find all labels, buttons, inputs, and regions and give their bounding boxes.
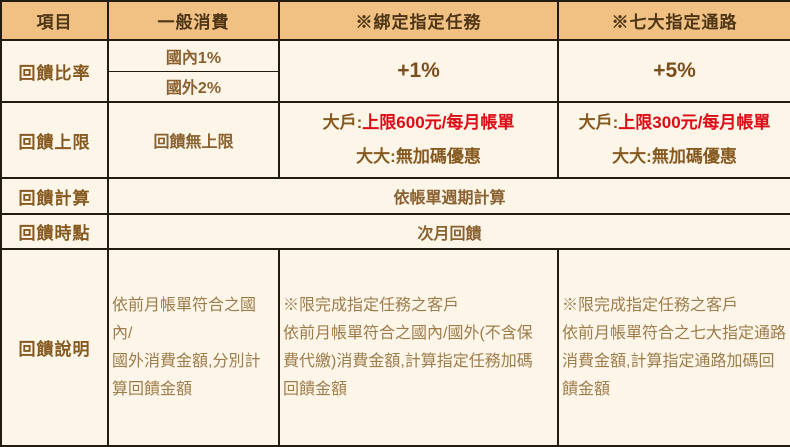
timing-row-label: 回饋時點 bbox=[0, 213, 109, 250]
timing-value-cell: 次月回饋 bbox=[107, 213, 790, 250]
cap-task-line2: 大大:無加碼優惠 bbox=[356, 147, 481, 166]
cap-task-cell: 大戶:上限600元/每月帳單 大大:無加碼優惠 bbox=[278, 101, 559, 179]
rate-row-bottom: 國外2% bbox=[1, 70, 790, 103]
calculation-value-cell: 依帳單週期計算 bbox=[107, 177, 790, 215]
header-designated-channels: ※七大指定通路 bbox=[557, 0, 790, 41]
rate-task-bonus-cell: +1% bbox=[278, 39, 559, 103]
rate-row-label: 回饋比率 bbox=[0, 39, 109, 103]
calculation-row-label: 回饋計算 bbox=[0, 177, 109, 215]
header-item: 項目 bbox=[0, 0, 109, 41]
cap-row: 回饋上限 回饋無上限 大戶:上限600元/每月帳單 大大:無加碼優惠 大戶:上限… bbox=[0, 101, 790, 179]
rate-channel-bonus-cell: +5% bbox=[557, 39, 790, 103]
cap-channel-line1: 大戶:上限300元/每月帳單 bbox=[560, 106, 789, 140]
timing-row: 回饋時點 次月回饋 bbox=[0, 213, 790, 250]
description-row: 回饋說明 依前月帳單符合之國內/ 國外消費金額,分別計 算回饋金額 ※限完成指定… bbox=[0, 248, 790, 447]
rate-domestic-cell: 國內1% bbox=[107, 39, 280, 72]
rate-foreign-cell: 國外2% bbox=[107, 70, 280, 103]
cap-channel-line1-prefix: 大戶: bbox=[578, 113, 619, 132]
cap-channel-line2: 大大:無加碼優惠 bbox=[612, 147, 737, 166]
cap-channel-line1-value: 上限300元/每月帳單 bbox=[618, 113, 771, 132]
cap-channel-cell: 大戶:上限300元/每月帳單 大大:無加碼優惠 bbox=[557, 101, 790, 179]
cap-row-label: 回饋上限 bbox=[0, 101, 109, 179]
cap-task-line1-prefix: 大戶: bbox=[322, 113, 363, 132]
cap-task-line1-value: 上限600元/每月帳單 bbox=[362, 113, 515, 132]
description-channel-cell: ※限完成指定任務之客戶 依前月帳單符合之七大指定通路 消費金額,計算指定通路加碼… bbox=[557, 248, 790, 447]
description-task-cell: ※限完成指定任務之客戶 依前月帳單符合之國內/國外(不含保 費代繳)消費金額,計… bbox=[278, 248, 559, 447]
cap-task-line1: 大戶:上限600元/每月帳單 bbox=[281, 106, 556, 140]
calculation-row: 回饋計算 依帳單週期計算 bbox=[0, 177, 790, 215]
header-designated-task: ※綁定指定任務 bbox=[278, 0, 559, 41]
cap-general-cell: 回饋無上限 bbox=[107, 101, 280, 179]
description-row-label: 回饋說明 bbox=[0, 248, 109, 447]
header-general-spending: 一般消費 bbox=[107, 0, 280, 41]
description-general-cell: 依前月帳單符合之國內/ 國外消費金額,分別計 算回饋金額 bbox=[107, 248, 280, 447]
header-row: 項目 一般消費 ※綁定指定任務 ※七大指定通路 bbox=[0, 0, 790, 41]
rate-row-top: 回饋比率 國內1% +1% +5% bbox=[0, 39, 790, 103]
